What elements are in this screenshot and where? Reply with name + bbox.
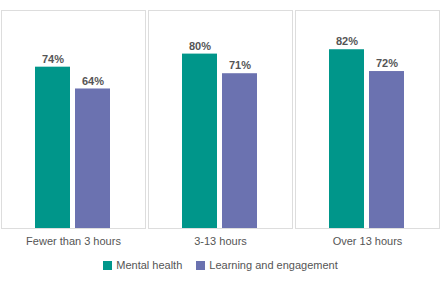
svg-text:3-13 hours: 3-13 hours bbox=[194, 235, 247, 247]
svg-text:64%: 64% bbox=[82, 75, 104, 87]
svg-text:Fewer than 3 hours: Fewer than 3 hours bbox=[26, 235, 121, 247]
html-text:Mental health: Mental health bbox=[116, 259, 183, 271]
svg-text:71%: 71% bbox=[229, 59, 251, 71]
svg-text:Over 13 hours: Over 13 hours bbox=[333, 235, 403, 247]
svg-text:74%: 74% bbox=[42, 53, 64, 65]
html-text:Learning and engagement: Learning and engagement bbox=[209, 259, 338, 271]
svg-text:82%: 82% bbox=[336, 35, 358, 47]
svg-text:80%: 80% bbox=[189, 40, 211, 52]
svg-text:72%: 72% bbox=[376, 57, 398, 69]
